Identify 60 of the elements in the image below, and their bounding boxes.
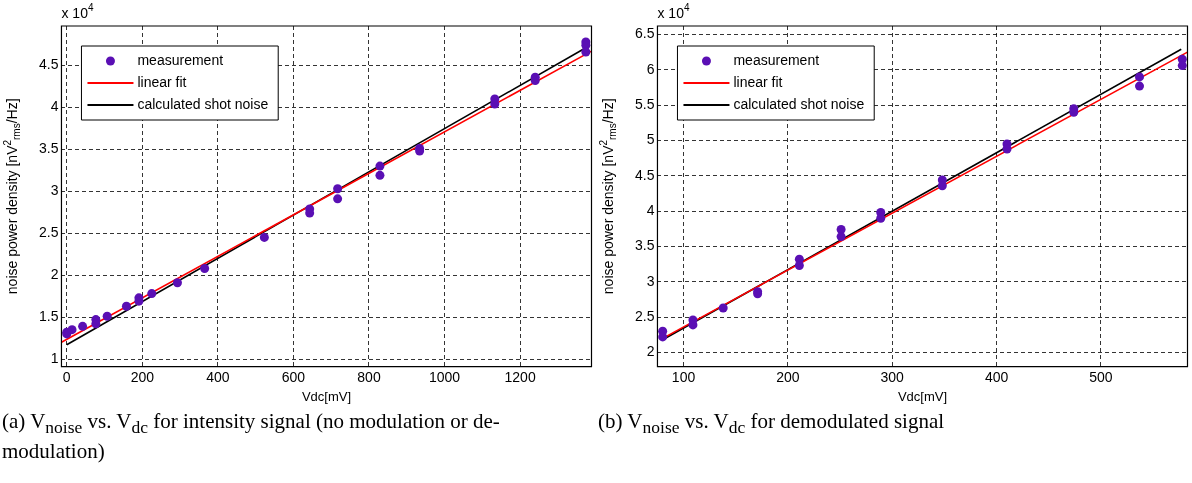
point	[78, 321, 88, 331]
point	[172, 278, 182, 288]
point	[333, 184, 343, 194]
y-tick-label: 4	[646, 202, 655, 218]
y-tick-label: 4.5	[38, 56, 59, 73]
point	[102, 311, 112, 321]
y-tick-label: 2	[50, 266, 59, 283]
x-tick-label: 200	[776, 368, 800, 385]
text: (b) V$_{noise}$ vs. V$_{dc}$ for demodulated signal	[597, 408, 946, 440]
point	[794, 261, 804, 271]
legend-label: measurement	[733, 51, 820, 68]
point	[581, 47, 591, 57]
point	[1135, 72, 1144, 82]
legend-label: linear fit	[137, 73, 187, 90]
y-tick-label: 2	[646, 343, 655, 360]
y-tick-label: 1.5	[38, 307, 59, 324]
x-tick-label: 500	[1089, 368, 1113, 385]
legend-label: calculated shot noise	[137, 95, 269, 112]
text: (a) V$_{noise}$ vs. V$_{dc}$ for intensity signal (no modulation or de-modulation)	[2, 409, 500, 464]
x-tick-label: 300	[880, 368, 905, 385]
point	[67, 325, 77, 335]
x-tick-label: 0	[62, 368, 71, 385]
x-axis-title: Vdc[mV]	[897, 388, 948, 404]
y-tick-label: 4	[50, 98, 59, 115]
point	[375, 170, 385, 180]
y-tick-label: 2.5	[634, 307, 655, 324]
point	[121, 301, 131, 311]
x-tick-label: 400	[984, 368, 1009, 385]
point	[836, 232, 846, 242]
point	[718, 303, 728, 313]
y-tick-label: 5.5	[634, 96, 655, 112]
x-tick-label: 1000	[428, 368, 461, 385]
x-tick-label: 600	[281, 368, 306, 385]
point	[375, 161, 385, 171]
x-tick-label: 1200	[504, 368, 536, 385]
y-tick-label: 4.5	[634, 166, 655, 183]
y-tick-label: 2.5	[38, 224, 59, 241]
y-tick-label: 1	[50, 349, 59, 366]
y-tick-label: 5	[646, 131, 655, 148]
x-tick-label: 800	[357, 368, 381, 385]
point	[200, 263, 210, 273]
legend-label: linear fit	[733, 73, 783, 90]
point	[1177, 61, 1187, 71]
y-tick-label: 3	[50, 182, 59, 199]
x-tick-label: 200	[130, 368, 155, 385]
y-tick-label: 3.5	[38, 140, 59, 157]
x-axis-title: Vdc[mV]	[301, 388, 352, 404]
point	[937, 181, 947, 191]
x-tick-label: 100	[671, 368, 696, 385]
y-tick-label: 3.5	[634, 237, 655, 254]
point	[147, 289, 157, 299]
legend-label: calculated shot noise	[733, 95, 865, 112]
y-tick-label: 3	[646, 272, 655, 289]
point	[333, 194, 343, 204]
point	[1135, 81, 1144, 91]
point	[259, 232, 269, 242]
y-tick-label: 6	[646, 60, 655, 77]
legend-label: measurement	[137, 51, 224, 68]
y-tick-label: 6.5	[634, 25, 655, 42]
x-tick-label: 400	[206, 368, 230, 385]
